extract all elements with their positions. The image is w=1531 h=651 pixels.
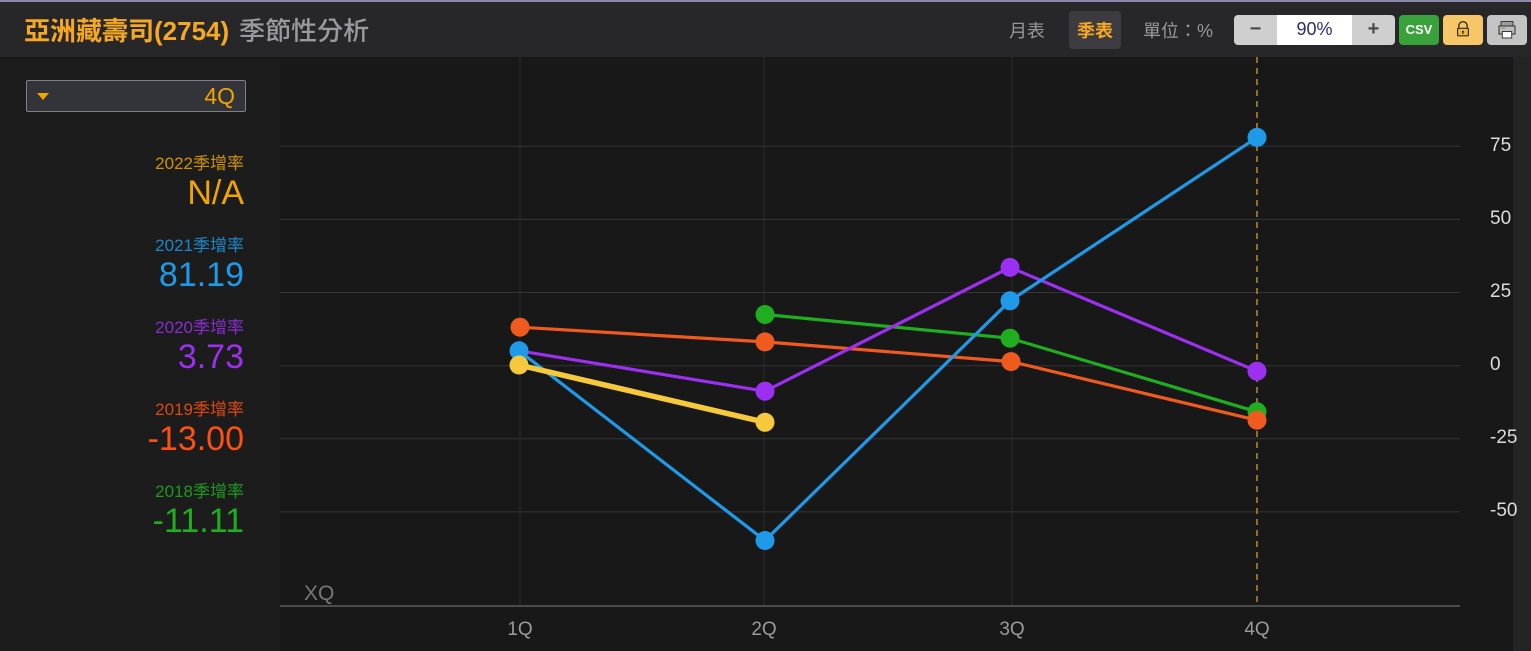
svg-text:-25: -25 bbox=[1490, 427, 1517, 448]
svg-text:25: 25 bbox=[1490, 281, 1511, 302]
svg-text:50: 50 bbox=[1490, 208, 1511, 229]
svg-text:0: 0 bbox=[1490, 354, 1501, 375]
svg-text:75: 75 bbox=[1490, 135, 1511, 156]
svg-text:4Q: 4Q bbox=[1244, 619, 1269, 640]
svg-text:3Q: 3Q bbox=[999, 619, 1024, 640]
svg-text:2Q: 2Q bbox=[751, 619, 776, 640]
svg-text:XQ: XQ bbox=[304, 582, 334, 605]
svg-text:1Q: 1Q bbox=[507, 619, 532, 640]
svg-text:-50: -50 bbox=[1490, 500, 1517, 521]
